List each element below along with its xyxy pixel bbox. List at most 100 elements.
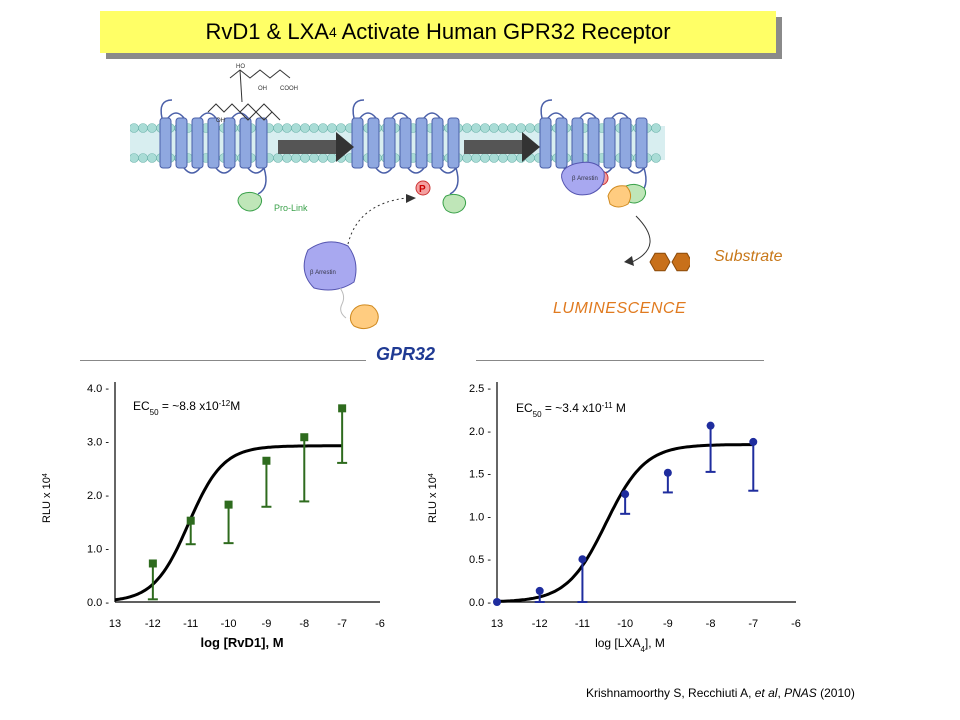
loop <box>439 167 457 174</box>
receptor-2 <box>351 99 460 195</box>
lipid-head <box>498 123 508 133</box>
ec50-value: = ~3.4 x10 <box>542 401 602 415</box>
loop <box>183 167 201 174</box>
n-terminus <box>160 99 173 119</box>
recruitment-arrowhead <box>406 194 416 203</box>
y-tick-label: 1.0 - <box>87 544 109 556</box>
data-point <box>262 456 271 465</box>
citation-journal: PNAS <box>784 686 817 700</box>
lipid-head <box>471 123 481 133</box>
lipid-head <box>291 153 301 163</box>
x-axis-label: log [RvD1], M <box>200 635 283 650</box>
y-tick-label: 0.0 - <box>469 597 491 609</box>
lipid-head <box>273 153 283 163</box>
receptor-1 <box>159 99 268 195</box>
helix <box>603 117 616 169</box>
luminescence-label: LUMINESCENCE <box>553 300 687 317</box>
ec50-annotation: EC50 = ~8.8 x10-12M <box>133 399 240 417</box>
ec50-annotation: EC50 = ~3.4 x10-11 M <box>516 401 626 419</box>
lipid-head <box>480 123 490 133</box>
phosphate-label: P <box>419 184 426 195</box>
lipid-head <box>291 123 301 133</box>
phosphate-icon: P <box>415 180 431 196</box>
helix <box>399 117 412 169</box>
section-label: GPR32 <box>376 344 436 364</box>
loop <box>167 112 185 119</box>
data-point <box>535 586 544 595</box>
x-tick-label: -12 <box>145 618 161 630</box>
data-point <box>148 559 157 568</box>
lipid-head <box>130 153 139 163</box>
x-tick-label: 13 <box>109 618 121 630</box>
title-subscript: 4 <box>328 24 337 40</box>
x-tick-label: -6 <box>375 618 385 630</box>
cooh-label: COOH <box>280 86 298 92</box>
y-axis-label: RLU x 104 <box>427 473 439 523</box>
lipid-head <box>130 123 139 133</box>
ho-label: HO <box>236 64 245 70</box>
loop <box>231 112 249 119</box>
x-tick-label: -9 <box>663 618 673 630</box>
loop <box>391 112 409 119</box>
helix <box>255 117 268 169</box>
x-tick-label: -12 <box>532 618 548 630</box>
ec50-unit: M <box>613 401 626 415</box>
citation-etal: et al <box>754 686 778 700</box>
citation: Krishnamoorthy S, Recchiuti A, et al, PN… <box>586 686 855 700</box>
helix <box>619 117 632 169</box>
substrate-arrowhead <box>624 256 634 266</box>
n-terminus <box>540 99 553 119</box>
helix <box>555 117 568 169</box>
y-tick-label: 0.5 - <box>469 554 491 566</box>
data-point <box>186 516 195 525</box>
data-point <box>224 500 233 509</box>
substrate-hexagon <box>671 252 690 272</box>
y-axis-label-exp: 4 <box>42 473 49 477</box>
fit-curve <box>496 443 754 603</box>
loop <box>199 112 217 119</box>
lipid-head <box>282 123 292 133</box>
section-rule-left <box>80 360 366 361</box>
y-tick-label: 4.0 - <box>87 383 109 395</box>
x-tick-label: -11 <box>183 618 198 630</box>
helix <box>223 117 236 169</box>
title-part2: Activate Human GPR32 Receptor <box>336 19 671 44</box>
lipid-head <box>516 123 526 133</box>
ec50-exp: -11 <box>602 401 614 410</box>
helix <box>159 117 172 169</box>
oh-label-2: OH <box>216 118 225 124</box>
gpcr-receptors <box>159 99 648 195</box>
lipid-head <box>507 153 517 163</box>
transition-arrow-2 <box>464 132 540 162</box>
data-point <box>300 433 309 442</box>
ec50-unit: M <box>230 399 240 413</box>
ec50-sub: 50 <box>150 408 159 417</box>
y-tick-label: 1.0 - <box>469 511 491 523</box>
transition-arrow-1 <box>278 132 354 162</box>
data-point <box>338 404 347 413</box>
helix <box>587 117 600 169</box>
prolink-tag-icon-2 <box>442 193 467 214</box>
x-tick-label: -10 <box>617 618 633 630</box>
ec50-value: = ~8.8 x10 <box>159 399 219 413</box>
x-tick-label: -9 <box>262 618 272 630</box>
lipid-head <box>480 153 490 163</box>
lipid-head <box>525 123 535 133</box>
y-tick-label: 2.0 - <box>469 426 491 438</box>
section-rule-right <box>476 360 764 361</box>
ec50-sub: 50 <box>533 410 542 419</box>
arrestin-icon: β Arrestin <box>303 241 379 330</box>
c-terminus <box>449 167 459 195</box>
x-axis-label-tail: ], M <box>645 636 665 650</box>
data-point <box>706 421 715 430</box>
lipid-head <box>327 153 337 163</box>
oh-label: OH <box>258 86 267 92</box>
x-tick-label: -7 <box>748 618 758 630</box>
x-axis-label-sub: 4 <box>640 645 645 654</box>
loop <box>611 112 629 119</box>
helix <box>539 117 552 169</box>
assay-diagram: HO OH OH COOH P P β Arrestin β Arrestin <box>130 64 690 330</box>
loop <box>579 112 597 119</box>
substrate-hexagon <box>649 252 671 272</box>
x-tick-label: -11 <box>575 618 590 630</box>
